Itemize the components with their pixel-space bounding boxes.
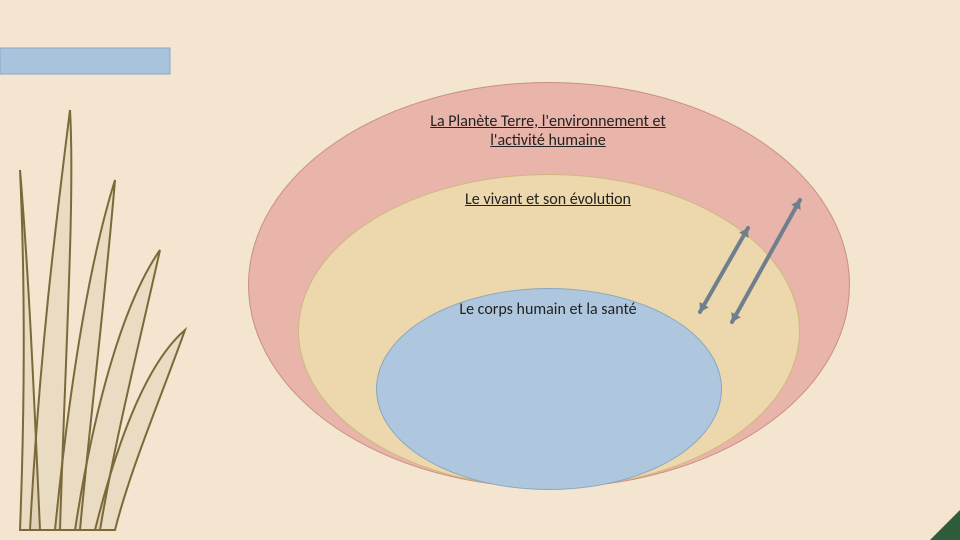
slide: La Planète Terre, l'environnement et l'a… (0, 0, 960, 540)
corner-accent (930, 510, 960, 540)
side-bar (0, 48, 170, 74)
label-outer: La Planète Terre, l'environnement et l'a… (348, 112, 748, 150)
label-middle: Le vivant et son évolution (348, 190, 748, 209)
label-outer-line1: La Planète Terre, l'environnement et (430, 112, 665, 131)
label-inner: Le corps humain et la santé (348, 300, 748, 319)
label-outer-line2: l'activité humaine (490, 131, 606, 150)
label-middle-text: Le vivant et son évolution (465, 190, 631, 209)
grass-blade-4 (20, 170, 40, 530)
label-inner-text: Le corps humain et la santé (459, 300, 636, 319)
